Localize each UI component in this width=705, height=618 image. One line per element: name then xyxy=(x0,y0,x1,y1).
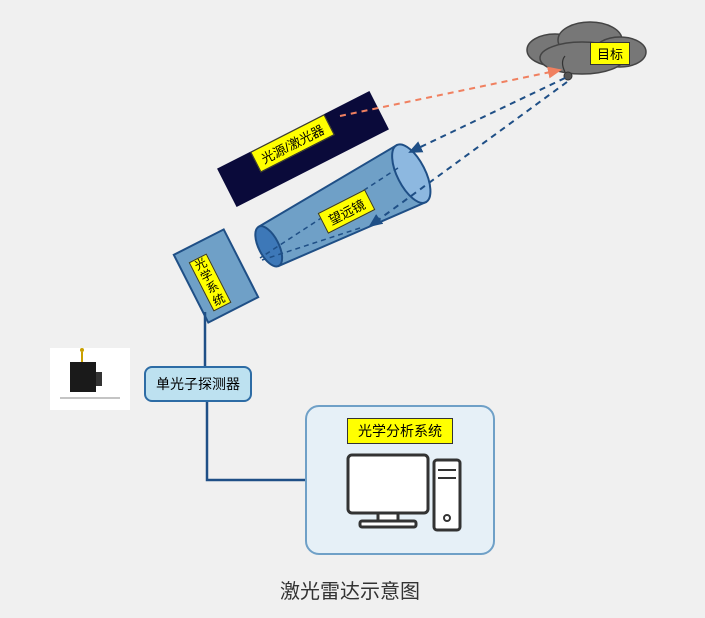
diagram-caption: 激光雷达示意图 xyxy=(280,575,420,604)
computer-icon-overlay xyxy=(348,455,460,530)
label-target: 目标 xyxy=(590,42,630,65)
overlay-svg xyxy=(0,0,705,618)
label-analysis: 光学分析系统 xyxy=(347,418,453,444)
diagram-canvas: 目标 光源/激光器 望远镜 光学系统 光学分析系统 单光子探测器 激光雷达示意图 xyxy=(0,0,705,618)
detector-box: 单光子探测器 xyxy=(144,366,252,402)
